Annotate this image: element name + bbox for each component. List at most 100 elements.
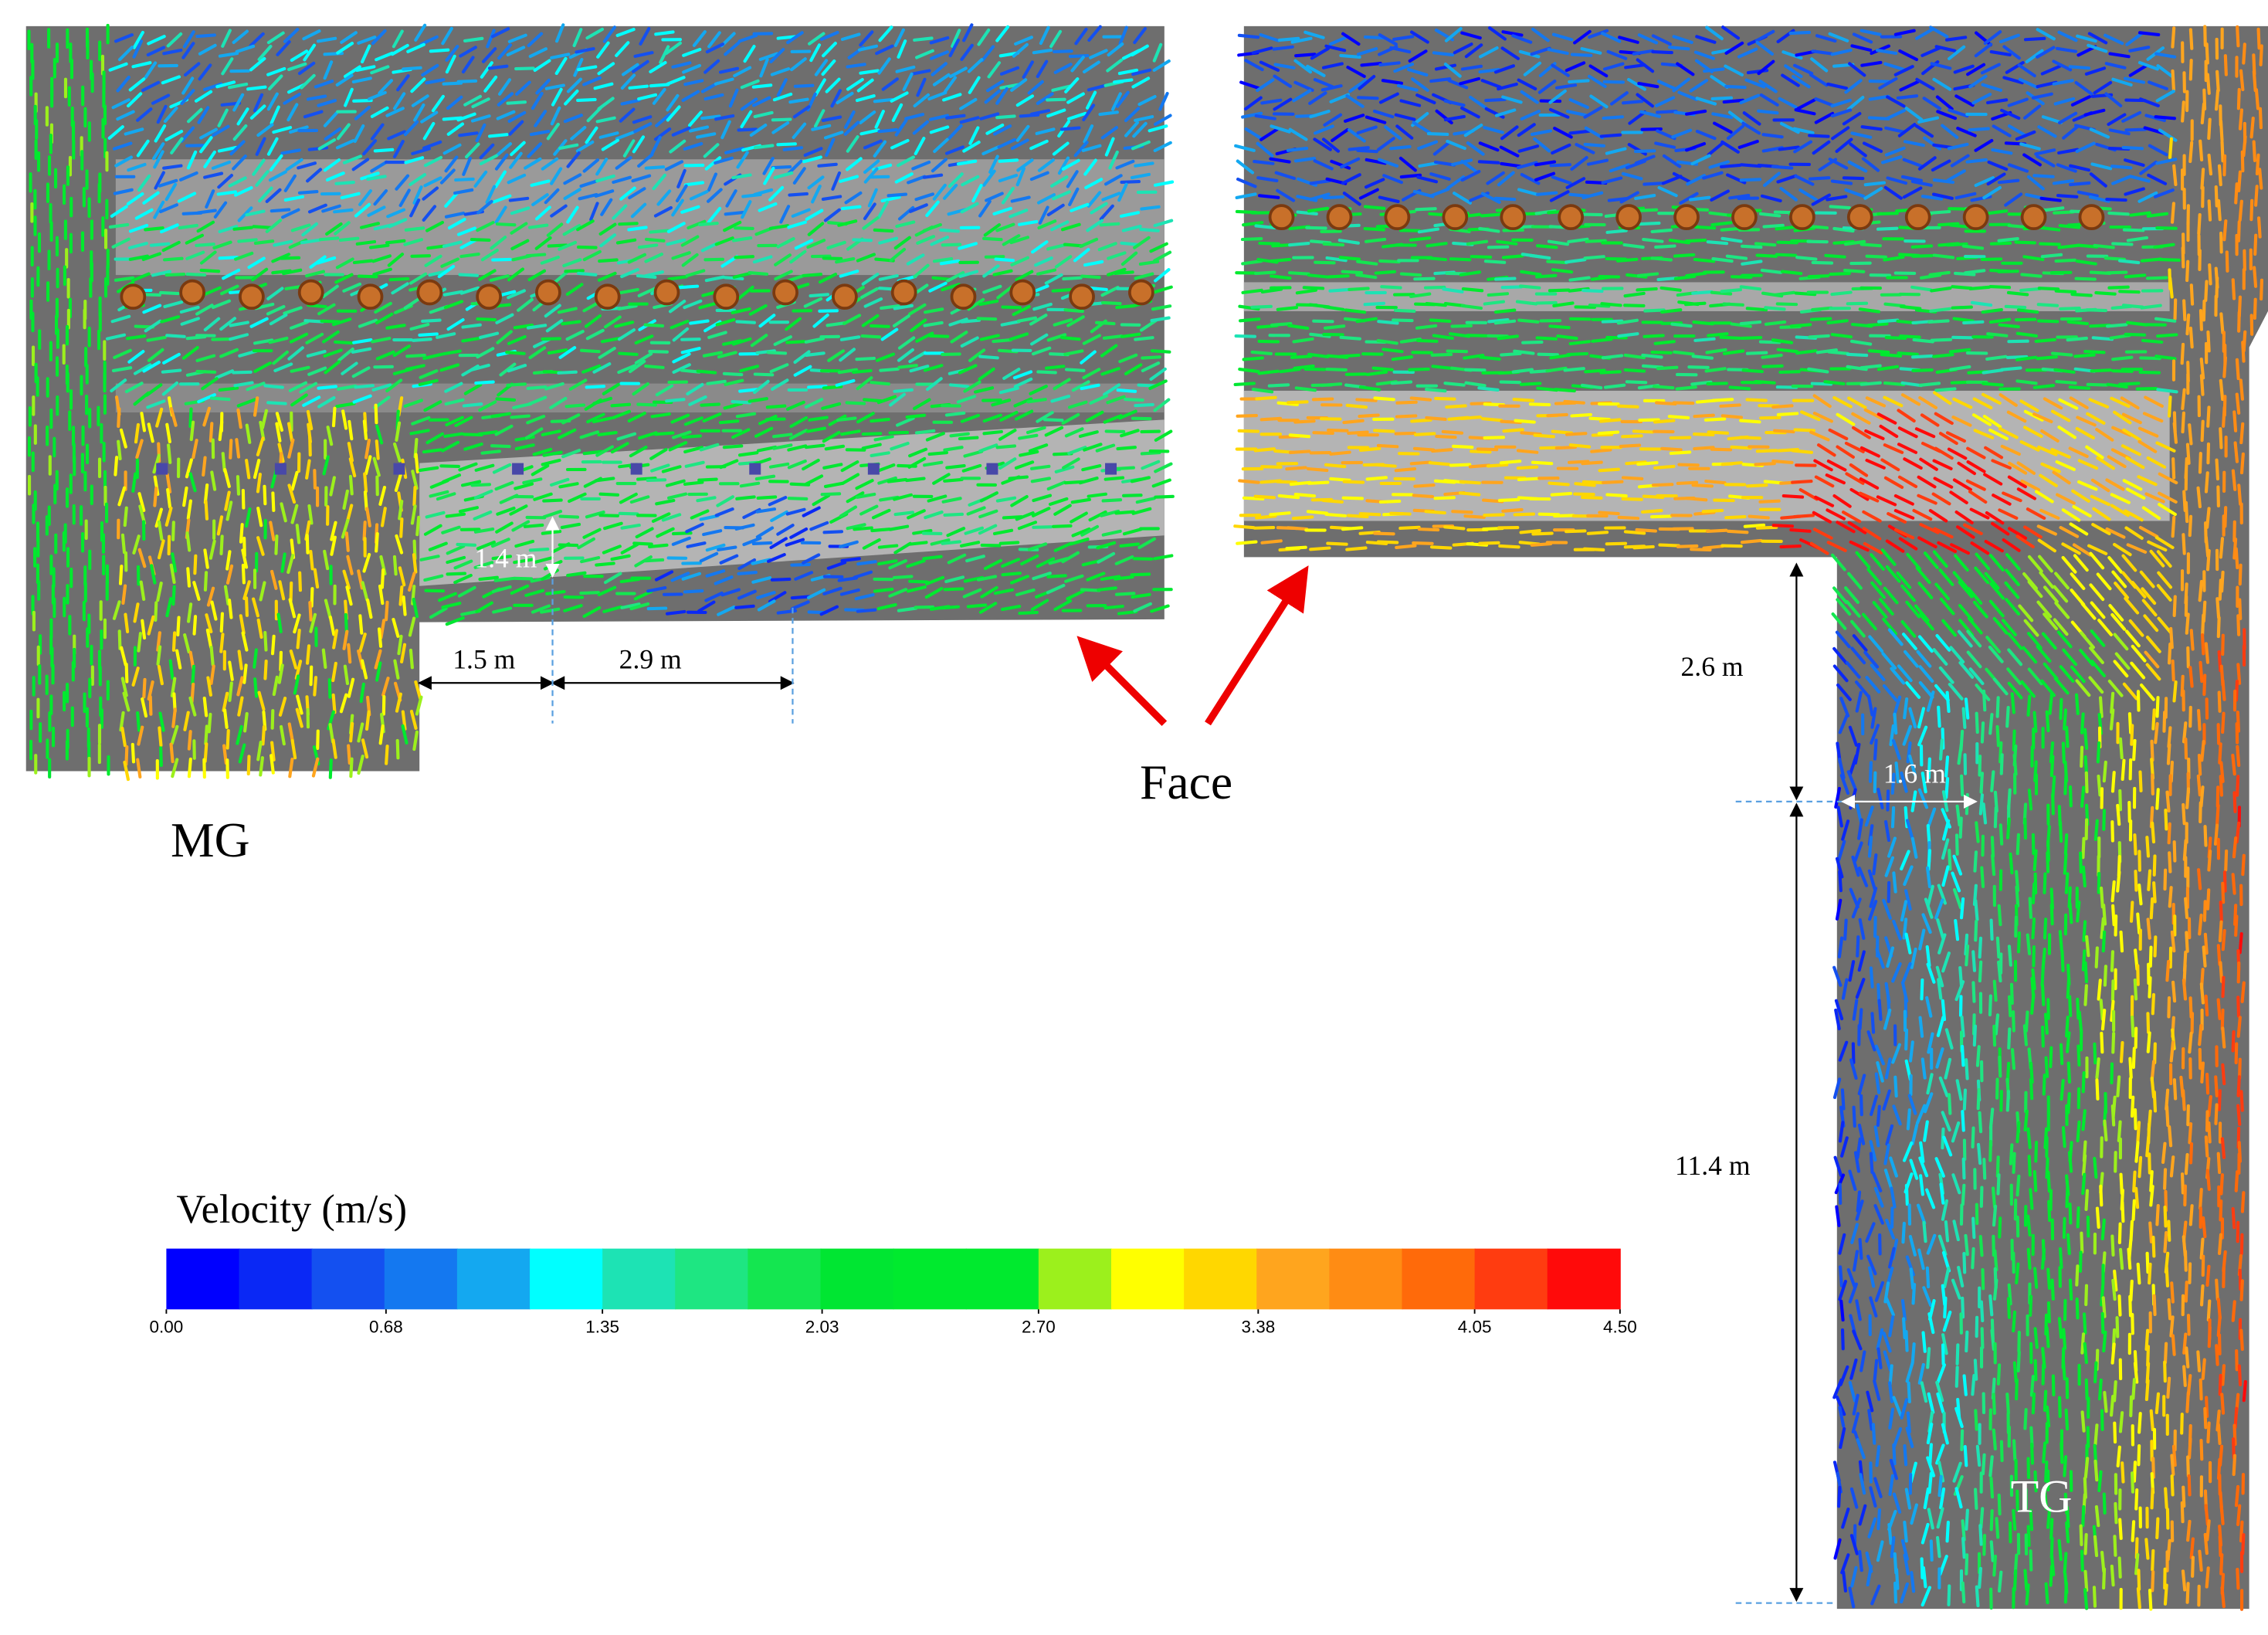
vector (1234, 144, 1256, 152)
vector (1031, 240, 1049, 254)
vector (1851, 412, 1871, 425)
vector (2198, 452, 2202, 474)
vector (1868, 94, 1890, 101)
vector (1691, 290, 1714, 295)
vector (1972, 397, 1993, 410)
vector (1443, 382, 1466, 387)
vector (1082, 60, 1100, 74)
vector (1241, 259, 1263, 266)
vector (1134, 115, 1154, 122)
vector (557, 307, 578, 314)
vector (1727, 529, 1749, 534)
vector (384, 600, 389, 622)
vector (1854, 680, 1870, 698)
vector (525, 253, 547, 258)
vector (1100, 367, 1120, 376)
vector (943, 446, 964, 452)
vector (2054, 572, 2070, 590)
vector (794, 571, 814, 581)
vector (1432, 141, 1451, 156)
vector (1014, 460, 1035, 470)
vector (275, 422, 282, 443)
vector (2130, 661, 2146, 680)
vector (2216, 485, 2220, 508)
vector (1917, 536, 1937, 549)
vector (1893, 527, 1915, 540)
vector (576, 219, 595, 232)
vector (181, 76, 195, 95)
vector (594, 189, 615, 198)
vector (2032, 711, 2038, 733)
vector (2032, 412, 2053, 424)
vector (2083, 728, 2089, 751)
vector (165, 422, 171, 444)
vector (1893, 494, 1914, 506)
vector (683, 589, 704, 594)
vector (347, 643, 352, 664)
vector (364, 439, 371, 460)
vector (508, 196, 530, 202)
vector (402, 66, 422, 71)
vector (1250, 350, 1273, 356)
vector (1463, 514, 1486, 519)
vector (361, 581, 369, 602)
vector (1812, 394, 1832, 409)
vector (1755, 449, 1778, 453)
vector (791, 208, 811, 218)
vector (411, 416, 431, 426)
vector (242, 580, 251, 600)
vector (531, 193, 549, 206)
vector (699, 514, 720, 521)
vector (1898, 49, 1919, 62)
vector (2032, 384, 2056, 389)
vector (1114, 592, 1136, 596)
vector (856, 492, 876, 499)
vector (1063, 349, 1084, 356)
vector (2242, 42, 2246, 65)
vector (1720, 414, 1744, 419)
vector (1971, 93, 1992, 105)
vector (131, 742, 136, 764)
vector (186, 499, 192, 520)
vector (1340, 157, 1361, 169)
vector (649, 447, 668, 460)
vector (1015, 167, 1026, 187)
vector (164, 130, 184, 141)
vector (204, 724, 208, 745)
vector (1941, 124, 1959, 139)
vector (2253, 233, 2258, 256)
vector (787, 497, 809, 500)
vector (1373, 396, 1395, 402)
vector (1933, 391, 1952, 405)
vector (1039, 25, 1050, 46)
vector (1242, 496, 1265, 501)
vector (534, 205, 551, 221)
vector (893, 511, 914, 517)
vector (1097, 586, 1117, 592)
vector (846, 77, 864, 91)
vector (222, 744, 228, 765)
vector (2012, 753, 2018, 776)
vector (789, 416, 809, 429)
vector (2239, 452, 2245, 475)
vector (128, 254, 149, 261)
vector (527, 223, 549, 229)
vector (1053, 378, 1071, 391)
vector (1500, 351, 1522, 357)
vector (142, 191, 160, 205)
vector (1852, 32, 1873, 44)
vector (680, 368, 701, 374)
vector (1727, 110, 1747, 126)
vector (1428, 461, 1451, 466)
vector (252, 158, 266, 176)
vector (212, 299, 232, 310)
vector (114, 155, 133, 168)
vector (380, 507, 387, 527)
vector (1949, 646, 1965, 664)
vector (1306, 64, 1326, 77)
vector (1073, 248, 1090, 263)
vector (705, 42, 725, 54)
vector (1932, 253, 1955, 259)
vector (444, 398, 465, 406)
vector (2214, 185, 2219, 208)
